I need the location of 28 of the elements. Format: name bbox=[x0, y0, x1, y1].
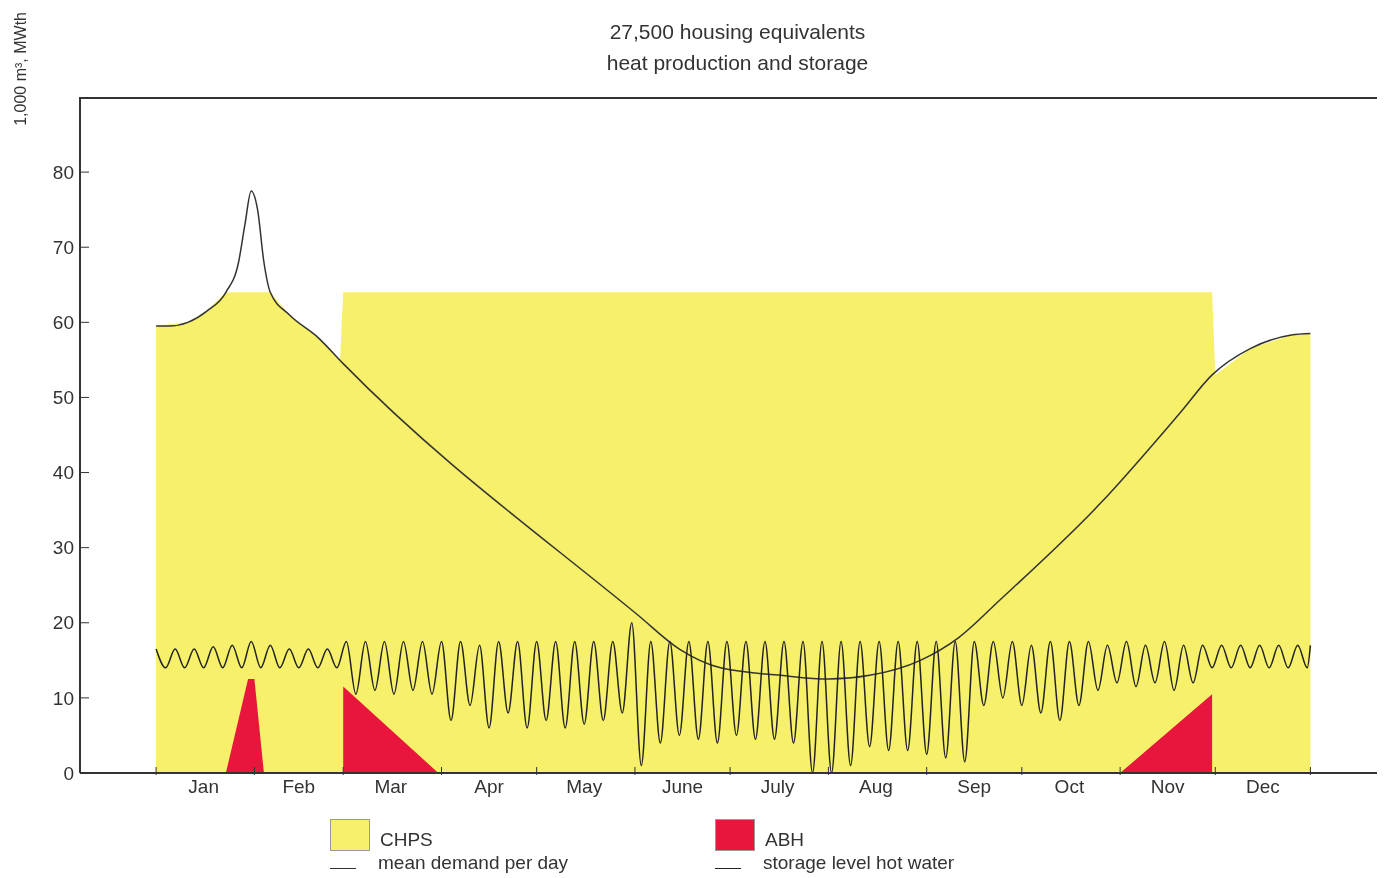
y-tick-label: 80 bbox=[52, 161, 74, 183]
x-tick-label: Mar bbox=[374, 776, 408, 797]
x-tick-label: Dec bbox=[1245, 776, 1280, 797]
legend-label: storage level hot water bbox=[763, 852, 955, 874]
x-tick-label: Nov bbox=[1150, 776, 1186, 797]
y-tick-label: 30 bbox=[52, 537, 74, 559]
x-tick-label: Feb bbox=[282, 776, 316, 797]
y-axis-title: 1,000 m³, MWth bbox=[12, 12, 30, 126]
y-tick-label: 40 bbox=[52, 462, 74, 484]
chart-subtitle: heat production and storage bbox=[605, 50, 870, 76]
x-tick-label: Apr bbox=[474, 776, 505, 797]
x-tick-label: Jan bbox=[188, 776, 219, 797]
x-tick-label: Aug bbox=[859, 776, 893, 797]
legend-label: mean demand per day bbox=[378, 852, 569, 874]
y-tick-label: 10 bbox=[52, 687, 74, 709]
x-tick-label: Oct bbox=[1054, 776, 1085, 797]
y-tick-label: 20 bbox=[52, 612, 74, 634]
x-tick-label: Sep bbox=[957, 776, 992, 797]
x-tick-label: July bbox=[760, 776, 796, 797]
legend-label: ABH bbox=[765, 829, 805, 851]
x-tick-label: June bbox=[661, 776, 704, 797]
y-tick-label: 50 bbox=[52, 387, 74, 409]
y-tick-label: 60 bbox=[52, 311, 74, 333]
y-tick-label: 70 bbox=[52, 236, 74, 258]
y-tick-label: 0 bbox=[63, 762, 74, 784]
chart-title: 27,500 housing equivalents bbox=[608, 19, 867, 45]
x-tick-label: May bbox=[566, 776, 603, 797]
text: CHPS bbox=[380, 829, 433, 851]
